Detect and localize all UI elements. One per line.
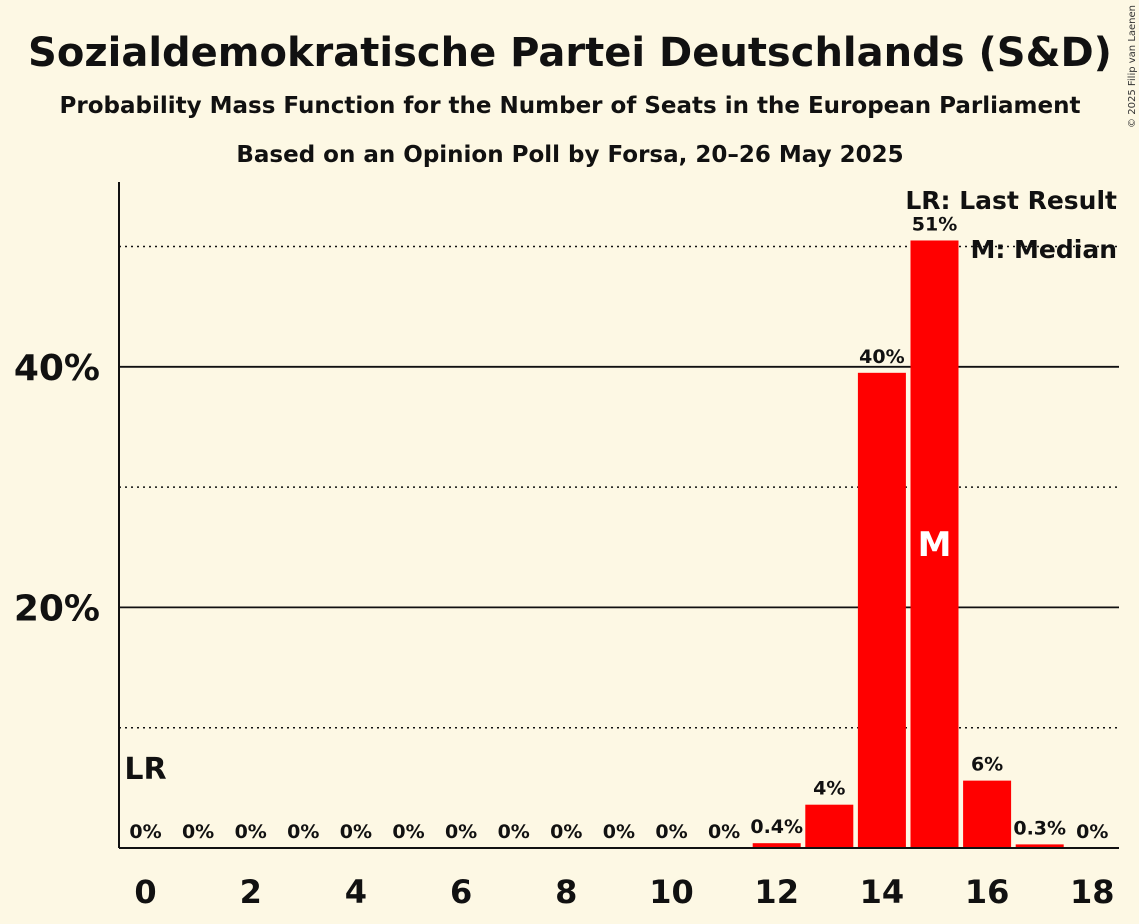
- chart-title: Sozialdemokratische Partei Deutschlands …: [28, 30, 1112, 76]
- data-label-seat-13: 4%: [813, 778, 845, 800]
- data-label-seat-5: 0%: [392, 821, 424, 843]
- axes: 20% 40% 0 2 4 6 8 10 12 14 16 18: [14, 182, 1119, 911]
- data-label-seat-1: 0%: [182, 821, 214, 843]
- data-label-seat-0: 0%: [129, 821, 161, 843]
- bar-seat-12: [752, 843, 801, 848]
- bar-seat-14: [857, 372, 906, 848]
- x-tick-label: 16: [965, 873, 1010, 911]
- bar-seat-17: [1015, 844, 1064, 848]
- x-tick-label: 6: [450, 873, 472, 911]
- data-label-seat-4: 0%: [340, 821, 372, 843]
- data-label-seat-9: 0%: [603, 821, 635, 843]
- data-label-seat-7: 0%: [498, 821, 530, 843]
- legend: LR: Last Result M: Median: [905, 186, 1117, 264]
- data-label-seat-15: 51%: [912, 213, 957, 235]
- grid-lines: [119, 245, 1119, 729]
- data-labels: 0% 0% 0% 0% 0% 0% 0% 0% 0% 0% 0% 0% 0.4% 4% 40% 51% 6% 0.…: [124, 210, 1108, 843]
- data-label-seat-6: 0%: [445, 821, 477, 843]
- x-tick-label: 10: [649, 873, 694, 911]
- x-tick-label: 14: [860, 873, 905, 911]
- data-label-seat-11: 0%: [708, 821, 740, 843]
- data-label-seat-2: 0%: [235, 821, 267, 843]
- data-label-seat-17: 0.3%: [1013, 817, 1066, 839]
- bar-seat-15: [910, 240, 959, 849]
- chart-subtitle: Probability Mass Function for the Number…: [60, 93, 1081, 119]
- y-tick-label: 20%: [14, 588, 100, 629]
- bar-seat-16: [963, 780, 1012, 848]
- x-tick-label: 18: [1070, 873, 1115, 911]
- bars: [752, 240, 1064, 849]
- data-label-seat-14: 40%: [859, 346, 904, 368]
- y-tick-label: 40%: [14, 348, 100, 389]
- data-label-seat-3: 0%: [287, 821, 319, 843]
- last-result-marker: LR: [124, 752, 166, 787]
- median-marker: M: [918, 525, 952, 565]
- x-tick-label: 4: [345, 873, 367, 911]
- data-label-backdrop: [910, 210, 959, 235]
- x-tick-label: 2: [240, 873, 262, 911]
- data-label-seat-10: 0%: [655, 821, 687, 843]
- data-label-seat-16: 6%: [971, 754, 1003, 776]
- legend-last-result: LR: Last Result: [905, 186, 1117, 215]
- data-label-seat-8: 0%: [550, 821, 582, 843]
- data-label-seat-18: 0%: [1076, 821, 1108, 843]
- chart-subtitle-poll: Based on an Opinion Poll by Forsa, 20–26…: [236, 142, 903, 168]
- x-tick-label: 12: [754, 873, 799, 911]
- data-label-seat-12: 0.4%: [750, 816, 803, 838]
- bar-seat-13: [805, 804, 854, 848]
- x-tick-label: 8: [555, 873, 577, 911]
- x-tick-label: 0: [134, 873, 156, 911]
- legend-median: M: Median: [970, 235, 1117, 264]
- copyright-notice: © 2025 Filip van Laenen: [1127, 5, 1138, 128]
